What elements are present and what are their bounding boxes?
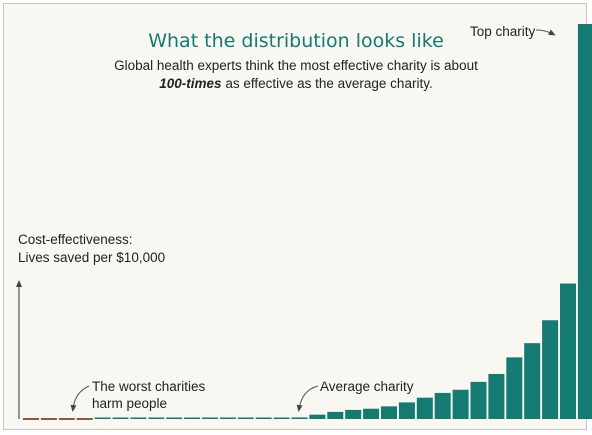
average-charity-label: Average charity [320,379,414,394]
y-axis-label: Cost-effectiveness: Lives saved per $10,… [18,231,165,267]
top-charity-label: Top charity [470,24,536,39]
subtitle-line1: Global health experts think the most eff… [114,58,478,73]
bar [577,24,592,419]
subtitle-emphasis: 100-times [159,76,222,91]
bar [58,418,75,420]
bar [112,417,129,419]
y-axis-label-line2: Lives saved per $10,000 [18,250,166,265]
average-charity-arrow [296,385,319,412]
bars-group [23,24,592,420]
bar [23,418,39,420]
bar [560,283,576,419]
bar [542,320,559,419]
bar [434,392,451,419]
y-axis-label-line1: Cost-effectiveness: [18,232,133,247]
top-charity-arrow [535,29,556,36]
subtitle-line2: as effective as the average charity. [221,76,433,91]
bar [255,417,272,419]
worst-charities-arrow [70,385,90,412]
bar [219,417,236,419]
bar [184,417,201,419]
bar [398,402,415,419]
bar [94,417,111,419]
bar [309,414,326,419]
bar [166,417,183,419]
bar [76,418,93,420]
bar [470,381,487,419]
chart-subtitle: Global health experts think the most eff… [0,57,592,93]
bar [291,417,308,419]
bar [40,418,57,420]
bar [416,397,433,419]
worst-charities-line1: The worst charities [92,379,206,394]
bar [524,343,541,419]
bar [327,411,344,419]
bar [363,408,380,419]
chart-title: What the distribution looks like [148,30,444,52]
bar [506,357,523,419]
bar [148,417,165,419]
bar [130,417,147,419]
bar [381,406,397,419]
bar [345,409,362,419]
chart-frame [3,3,587,430]
bar [237,417,254,419]
worst-charities-line2: harm people [92,396,168,411]
worst-charities-label: The worst charities harm people [92,378,205,412]
bar [488,373,505,419]
bar [202,417,218,419]
bar [273,417,290,419]
bar [452,389,469,419]
